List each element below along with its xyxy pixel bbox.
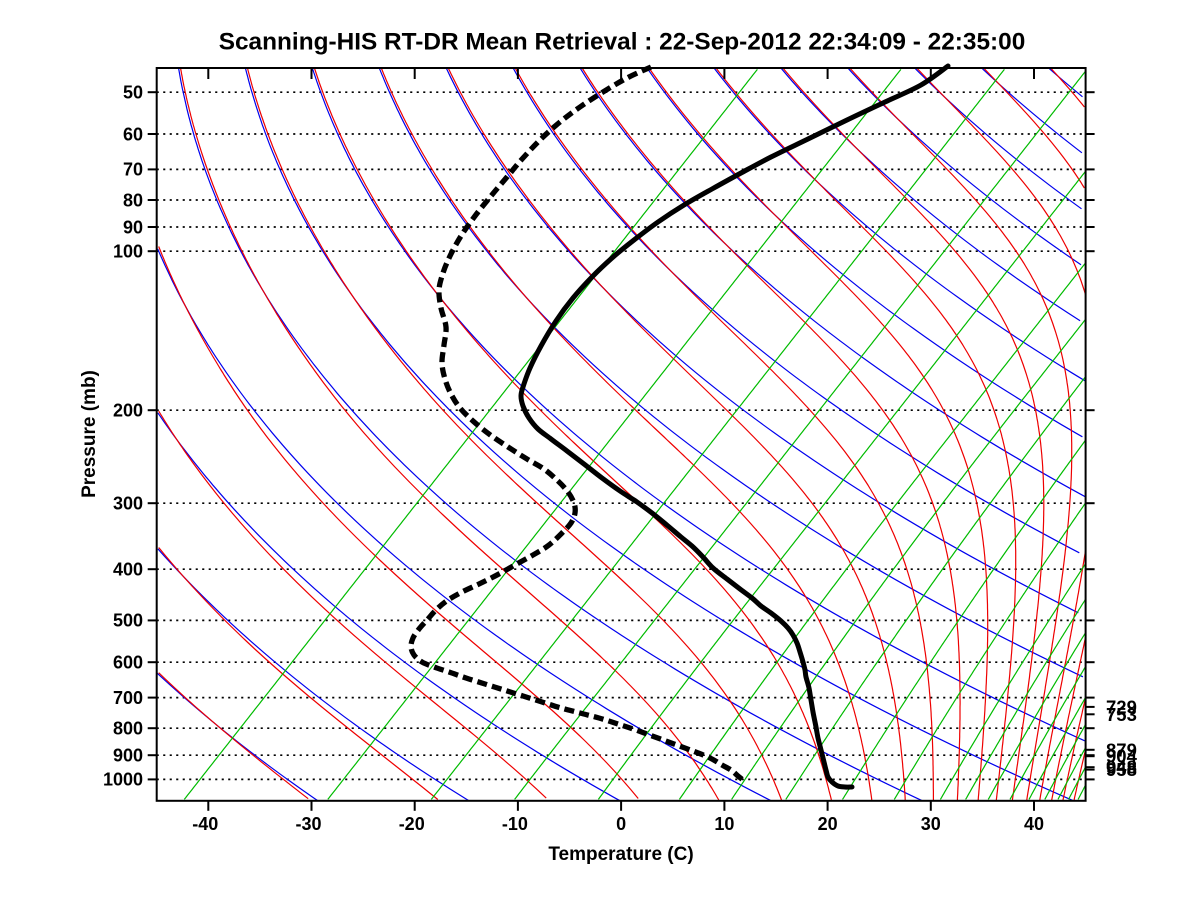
svg-text:30: 30	[921, 814, 941, 834]
svg-text:958: 958	[1106, 759, 1137, 780]
svg-text:879: 879	[1106, 739, 1137, 760]
svg-text:900: 900	[113, 746, 143, 766]
svg-text:60: 60	[123, 124, 143, 144]
svg-text:300: 300	[113, 494, 143, 514]
svg-text:Temperature (C): Temperature (C)	[548, 844, 693, 865]
svg-text:729: 729	[1106, 696, 1137, 717]
svg-text:600: 600	[113, 653, 143, 673]
svg-text:100: 100	[113, 242, 143, 262]
svg-text:-10: -10	[502, 814, 528, 834]
svg-text:40: 40	[1024, 814, 1044, 834]
svg-text:904: 904	[1106, 746, 1138, 767]
svg-text:50: 50	[123, 83, 143, 103]
svg-text:0: 0	[616, 814, 626, 834]
svg-text:-30: -30	[295, 814, 321, 834]
svg-text:-40: -40	[192, 814, 218, 834]
svg-text:700: 700	[113, 688, 143, 708]
svg-text:800: 800	[113, 719, 143, 739]
svg-text:Scanning-HIS RT-DR Mean Retrie: Scanning-HIS RT-DR Mean Retrieval : 22-S…	[219, 29, 1026, 56]
svg-text:90: 90	[123, 217, 143, 237]
svg-text:948: 948	[1106, 757, 1137, 778]
svg-text:200: 200	[113, 401, 143, 421]
svg-text:753: 753	[1106, 704, 1137, 725]
svg-text:10: 10	[714, 814, 734, 834]
svg-text:-20: -20	[399, 814, 425, 834]
svg-text:20: 20	[818, 814, 838, 834]
svg-text:1000: 1000	[103, 770, 143, 790]
svg-text:Pressure (mb): Pressure (mb)	[79, 370, 100, 498]
svg-text:70: 70	[123, 160, 143, 180]
svg-text:400: 400	[113, 560, 143, 580]
svg-text:500: 500	[113, 611, 143, 631]
svg-text:80: 80	[123, 190, 143, 210]
